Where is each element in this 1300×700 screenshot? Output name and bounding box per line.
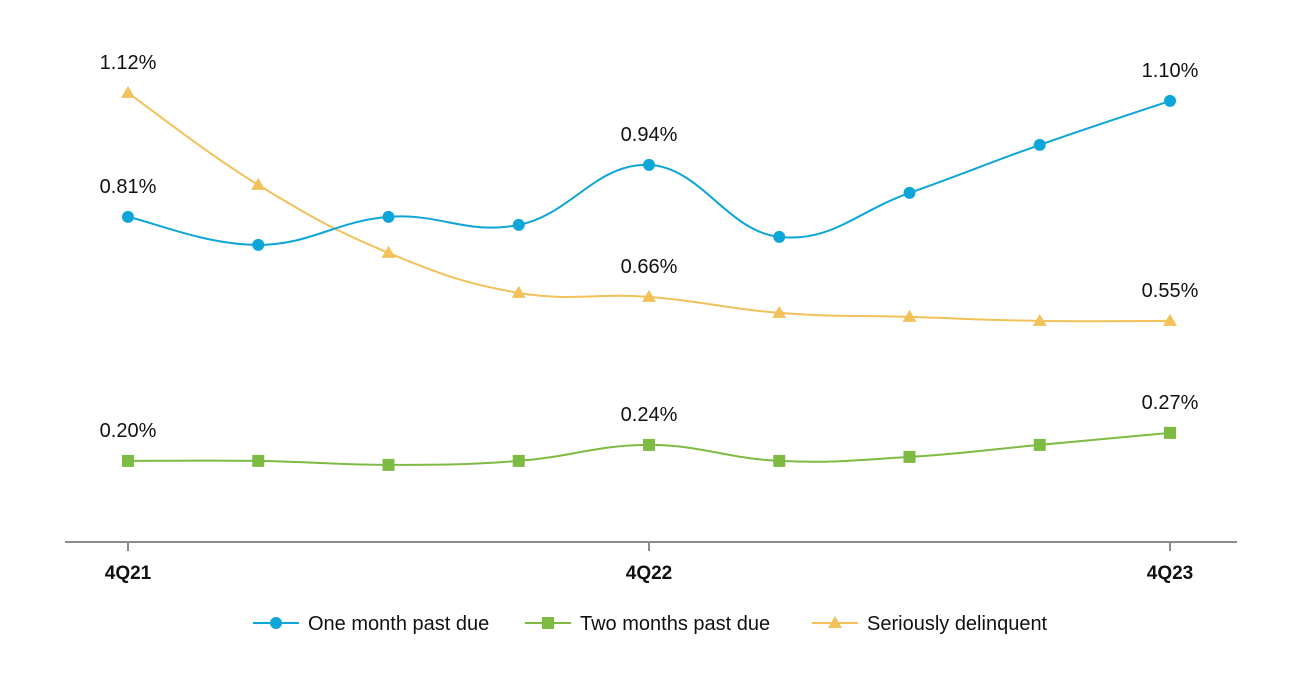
data-label: 0.20%	[100, 420, 157, 442]
data-point-1-4	[643, 438, 655, 451]
legend-marker-1	[542, 617, 554, 629]
data-point-1-7	[1033, 438, 1046, 451]
x-axis-ticks: 4Q21 4Q22 4Q23	[105, 542, 1193, 584]
data-point-0-0	[122, 210, 134, 223]
data-point-1-5	[773, 454, 786, 467]
data-label: 0.81%	[100, 176, 157, 198]
data-point-0-2	[382, 210, 395, 223]
x-tick-label: 4Q22	[626, 563, 672, 584]
data-point-2-4	[642, 289, 656, 302]
legend-item-0: One month past due	[253, 613, 489, 635]
series-1	[122, 426, 1176, 471]
data-point-2-5	[772, 305, 787, 318]
data-point-2-0	[121, 85, 135, 98]
data-point-1-3	[512, 454, 525, 467]
data-point-1-6	[903, 450, 916, 463]
legend-item-2: Seriously delinquent	[812, 613, 1048, 635]
x-tick-label: 4Q21	[105, 563, 152, 584]
data-point-2-3	[511, 285, 526, 298]
data-label: 0.55%	[1142, 280, 1199, 302]
data-label: 0.24%	[621, 404, 678, 426]
data-point-0-7	[1033, 138, 1046, 151]
data-label: 1.12%	[100, 52, 157, 74]
legend: One month past due Two months past due Ser…	[253, 613, 1048, 635]
data-label: 0.66%	[621, 256, 678, 278]
series-line-0	[127, 99, 1171, 246]
legend-marker-2	[828, 616, 842, 628]
data-point-0-8	[1164, 94, 1176, 107]
data-point-0-5	[773, 230, 786, 243]
legend-label: Two months past due	[580, 613, 770, 635]
data-point-0-4	[643, 158, 655, 171]
data-point-2-2	[381, 245, 396, 258]
data-point-1-1	[252, 454, 265, 467]
data-point-1-2	[382, 458, 395, 471]
series-layer	[121, 85, 1177, 471]
legend-marker-0	[270, 617, 282, 629]
x-tick-label: 4Q23	[1147, 563, 1193, 584]
data-point-0-6	[903, 186, 916, 199]
legend-label: One month past due	[308, 613, 489, 635]
data-label: 1.10%	[1142, 60, 1199, 82]
series-0	[122, 94, 1176, 251]
data-label: 0.27%	[1142, 392, 1199, 414]
data-point-2-8	[1163, 313, 1177, 326]
data-point-2-7	[1032, 313, 1047, 326]
data-point-1-0	[122, 454, 134, 467]
data-point-0-3	[512, 218, 525, 231]
data-point-0-1	[252, 238, 265, 251]
data-labels: 0.81% 0.94% 1.10% 0.20% 0.24% 0.27% 1.12% 0.66%…	[100, 52, 1199, 442]
legend-item-1: Two months past due	[525, 613, 770, 635]
legend-label: Seriously delinquent	[867, 613, 1048, 635]
series-2	[121, 85, 1177, 326]
data-point-2-1	[251, 177, 266, 190]
data-label: 0.94%	[621, 124, 678, 146]
data-point-2-6	[902, 309, 917, 322]
data-point-1-8	[1164, 426, 1176, 439]
